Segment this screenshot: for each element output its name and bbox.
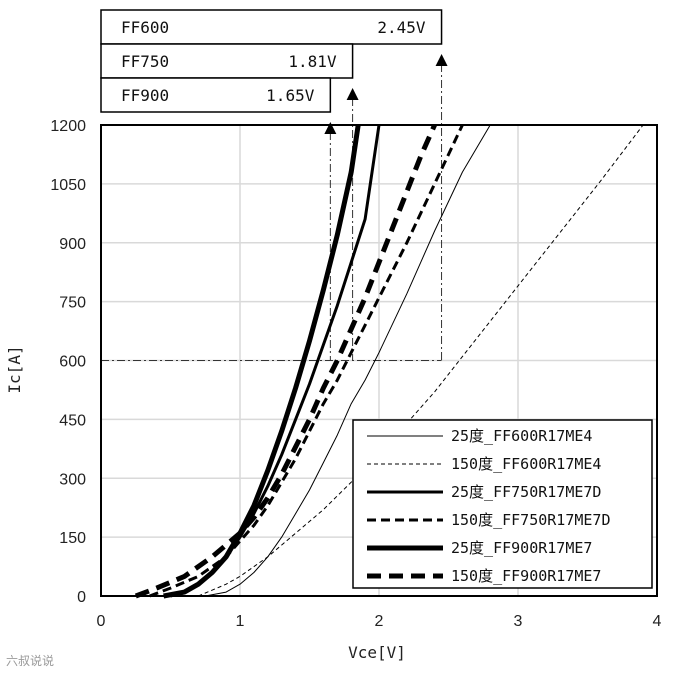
x-axis-label: Vce[V] [348, 643, 406, 662]
y-tick-label-5: 750 [59, 295, 86, 312]
series-line-5 [134, 123, 437, 599]
legend: 25度_FF600R17ME4 150度_FF600R17ME4 25度_FF750… [352, 419, 653, 589]
y-tick-label-7: 1050 [50, 177, 86, 194]
annotation-value-1: 1.81V [288, 52, 337, 71]
annotation-arrow-1 [346, 88, 359, 100]
x-tick-label-4: 4 [653, 613, 662, 630]
annotation-arrow-2 [324, 122, 337, 134]
x-tick-label-1: 1 [236, 613, 245, 630]
y-tick-label-6: 900 [59, 236, 86, 253]
legend-label-1: 150度_FF600R17ME4 [451, 455, 601, 473]
annotation-arrow-0 [435, 54, 448, 66]
legend-label-2: 25度_FF750R17ME7D [451, 483, 601, 501]
legend-label-4: 25度_FF900R17ME7 [451, 539, 592, 557]
annotation-box-1 [100, 43, 354, 79]
watermark: 六叔说说 [6, 654, 55, 668]
x-tick-label-0: 0 [97, 613, 106, 630]
series-line-3 [149, 124, 464, 598]
annotation-box-0 [100, 9, 443, 45]
legend-label-5: 150度_FF900R17ME7 [451, 567, 601, 585]
annotation-label-1: FF750 [121, 52, 169, 71]
plot-frame [100, 124, 658, 597]
annotation-value-0: 2.45V [377, 18, 426, 37]
series-line-4 [163, 124, 361, 599]
annotation-label-2: FF900 [121, 86, 169, 105]
y-tick-label-1: 150 [59, 530, 86, 547]
annotation-label-0: FF600 [121, 18, 169, 37]
annotation-box-2 [100, 77, 332, 113]
reference-guides [101, 64, 443, 361]
tick-labels: 0 1 2 3 4 0 150 300 450 600 750 900 1050 1200 [50, 118, 661, 630]
x-tick-label-3: 3 [514, 613, 523, 630]
x-tick-label-2: 2 [375, 613, 384, 630]
y-tick-label-2: 300 [59, 471, 86, 488]
annotation-boxes: FF600 2.45V FF750 1.81V FF900 1.65V [100, 9, 448, 134]
y-tick-label-4: 600 [59, 354, 86, 371]
y-tick-label-0: 0 [77, 589, 86, 606]
y-tick-label-3: 450 [59, 412, 86, 429]
legend-box [352, 419, 653, 589]
legend-label-3: 150度_FF750R17ME7D [451, 511, 611, 529]
y-tick-label-8: 1200 [50, 118, 86, 135]
annotation-value-2: 1.65V [266, 86, 315, 105]
y-axis-label: Ic[A] [5, 345, 24, 393]
series-line-0 [205, 124, 491, 597]
legend-label-0: 25度_FF600R17ME4 [451, 427, 592, 445]
